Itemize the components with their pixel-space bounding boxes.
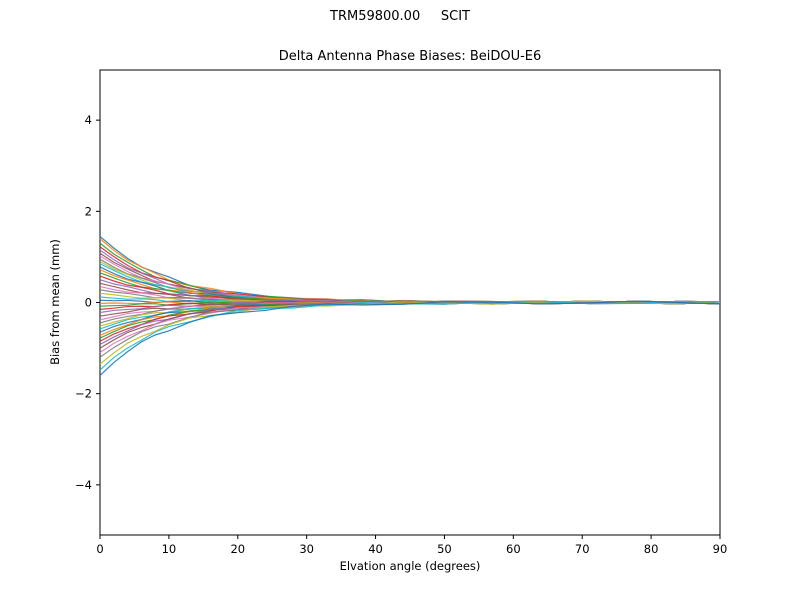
y-tick-label: −4 xyxy=(75,478,92,492)
x-tick-label: 70 xyxy=(575,542,590,556)
x-tick-label: 60 xyxy=(506,542,521,556)
series-line xyxy=(99,300,721,358)
x-tick-label: 30 xyxy=(299,542,314,556)
series-line xyxy=(99,300,721,339)
series-line xyxy=(99,300,721,324)
x-tick-label: 20 xyxy=(230,542,245,556)
series-lines-group xyxy=(99,235,721,376)
x-tick-label: 10 xyxy=(162,542,177,556)
series-line xyxy=(99,238,721,305)
series-line xyxy=(99,263,721,305)
x-tick-label: 40 xyxy=(368,542,383,556)
tick-labels-group: 0 10 20 30 40 50 60 70 80 90 −4 −2 0 2 4 xyxy=(75,113,727,556)
series-line xyxy=(99,300,721,365)
y-tick-label: 0 xyxy=(85,296,92,310)
y-tick-label: −2 xyxy=(75,387,92,401)
axes-title: Delta Antenna Phase Biases: BeiDOU-E6 xyxy=(278,49,542,64)
x-axis-label: Elvation angle (degrees) xyxy=(339,559,481,573)
y-tick-label: 2 xyxy=(85,204,92,218)
x-tick-label: 0 xyxy=(96,542,103,556)
x-tick-label: 90 xyxy=(713,542,728,556)
series-line xyxy=(99,258,721,305)
series-line xyxy=(99,300,721,376)
series-line xyxy=(99,246,721,305)
figure-suptitle: TRM59800.00 SCIT xyxy=(330,9,470,24)
series-line xyxy=(99,300,721,345)
y-tick-label: 4 xyxy=(85,113,92,127)
x-tick-label: 80 xyxy=(644,542,659,556)
x-tick-label: 50 xyxy=(437,542,452,556)
series-line xyxy=(99,275,721,305)
series-line xyxy=(99,242,721,305)
ticks-group xyxy=(96,119,721,539)
series-line xyxy=(99,260,721,305)
